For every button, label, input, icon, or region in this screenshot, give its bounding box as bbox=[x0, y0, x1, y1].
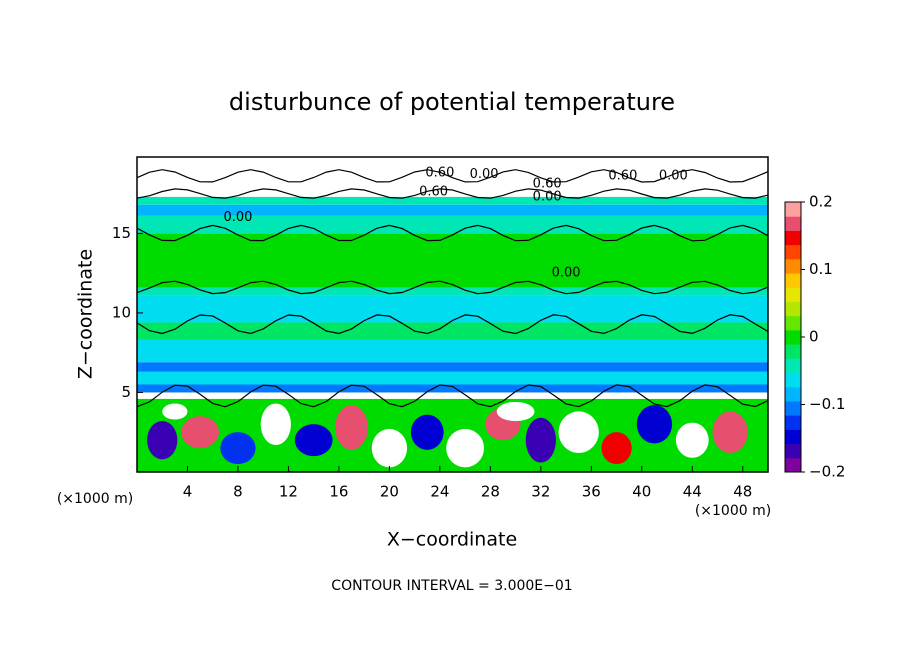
field-band bbox=[137, 362, 768, 372]
colorbar-swatch bbox=[785, 287, 801, 302]
colorbar-swatch bbox=[785, 329, 801, 345]
y-tick-label: 5 bbox=[121, 383, 131, 401]
x-tick-label: 8 bbox=[233, 483, 243, 501]
colorbar-swatch bbox=[785, 216, 801, 231]
field-blob bbox=[147, 420, 178, 460]
contour-label: 0.00 bbox=[659, 169, 688, 184]
x-axis-label: X−coordinate bbox=[387, 529, 517, 551]
colorbar-swatch bbox=[785, 202, 801, 217]
y-axis-label: Z−coordinate bbox=[75, 249, 97, 379]
field-band bbox=[137, 215, 768, 234]
field-band bbox=[137, 204, 768, 216]
x-tick-label: 48 bbox=[733, 483, 752, 501]
colorbar-tick-label: 0.1 bbox=[809, 260, 833, 278]
field-band bbox=[137, 196, 768, 205]
colorbar-swatch bbox=[785, 372, 801, 388]
contour-line bbox=[136, 188, 769, 199]
x-tick-label: 12 bbox=[279, 483, 298, 501]
colorbar-swatch bbox=[785, 258, 801, 274]
x-tick-label: 20 bbox=[380, 483, 399, 501]
x-unit: (×1000 m) bbox=[57, 491, 133, 507]
colorbar-swatch bbox=[785, 344, 801, 359]
contour-line bbox=[136, 384, 769, 408]
field-band bbox=[137, 322, 768, 340]
colorbar-swatch bbox=[785, 429, 801, 445]
colorbar-tick-label: −0.1 bbox=[809, 395, 845, 413]
x-tick-label: 44 bbox=[683, 483, 702, 501]
field-blob bbox=[636, 405, 673, 444]
colorbar-swatch bbox=[785, 358, 801, 374]
field-blob bbox=[496, 401, 535, 422]
contour-label: 0.60 bbox=[419, 185, 448, 200]
field bbox=[136, 157, 769, 472]
colorbar-swatch bbox=[785, 386, 801, 402]
x-tick-label: 28 bbox=[481, 483, 500, 501]
contour-label: 0.00 bbox=[470, 167, 499, 182]
contour-line bbox=[136, 224, 769, 242]
field-band bbox=[137, 295, 768, 323]
colorbar-tick-label: −0.2 bbox=[809, 463, 845, 481]
field-blob bbox=[446, 428, 485, 468]
field-band bbox=[137, 384, 768, 393]
field-blob bbox=[601, 432, 632, 465]
x-tick-label: 32 bbox=[531, 483, 550, 501]
contour-label: 0.60 bbox=[608, 169, 637, 184]
colorbar-tick-label: 0.2 bbox=[809, 193, 833, 211]
x-tick-label: 4 bbox=[183, 483, 193, 501]
contour-line bbox=[136, 314, 769, 335]
field-blob bbox=[181, 416, 220, 449]
contour-line bbox=[136, 280, 769, 295]
chart-title: disturbunce of potential temperature bbox=[229, 88, 675, 116]
colorbar-tick-label: 0 bbox=[809, 328, 819, 346]
contour-label: 0.00 bbox=[552, 266, 581, 281]
field-band bbox=[137, 233, 768, 288]
field-blob bbox=[162, 403, 188, 420]
x-tick-label: 16 bbox=[329, 483, 348, 501]
field-blob bbox=[675, 422, 709, 458]
contour-label: 0.00 bbox=[223, 210, 252, 225]
contour-label: 0.00 bbox=[533, 189, 562, 204]
field-band bbox=[137, 287, 768, 296]
contour-label: 0.60 bbox=[425, 165, 454, 180]
field-blob bbox=[558, 411, 599, 454]
x-unit: (×1000 m) bbox=[695, 503, 771, 519]
y-tick-label: 10 bbox=[112, 303, 131, 321]
field-blob bbox=[335, 405, 368, 450]
colorbar-swatch bbox=[785, 244, 801, 260]
colorbar-swatch bbox=[785, 273, 801, 288]
x-tick-label: 36 bbox=[582, 483, 601, 501]
contour-label: 0.60 bbox=[533, 177, 562, 192]
x-tick-label: 24 bbox=[430, 483, 449, 501]
field-blob bbox=[220, 432, 256, 465]
contour-line bbox=[136, 169, 769, 183]
footer-note: CONTOUR INTERVAL = 3.000E−01 bbox=[331, 578, 572, 594]
x-tick-label: 40 bbox=[632, 483, 651, 501]
field-blob bbox=[294, 424, 333, 457]
colorbar-swatch bbox=[785, 457, 801, 473]
field-band bbox=[137, 339, 768, 363]
colorbar-swatch bbox=[785, 443, 801, 459]
field-blob bbox=[525, 417, 556, 463]
y-tick-label: 15 bbox=[112, 224, 131, 242]
field-blob bbox=[712, 411, 748, 454]
colorbar-swatch bbox=[785, 301, 801, 317]
field-blob bbox=[260, 403, 291, 446]
colorbar-swatch bbox=[785, 315, 801, 331]
colorbar-swatch bbox=[785, 415, 801, 430]
field-band bbox=[137, 392, 768, 399]
colorbar-swatch bbox=[785, 230, 801, 246]
field-blob bbox=[371, 428, 408, 468]
colorbar-swatch bbox=[785, 400, 801, 416]
field-blob bbox=[410, 414, 444, 450]
plot-frame bbox=[136, 156, 769, 473]
field-band bbox=[137, 371, 768, 385]
